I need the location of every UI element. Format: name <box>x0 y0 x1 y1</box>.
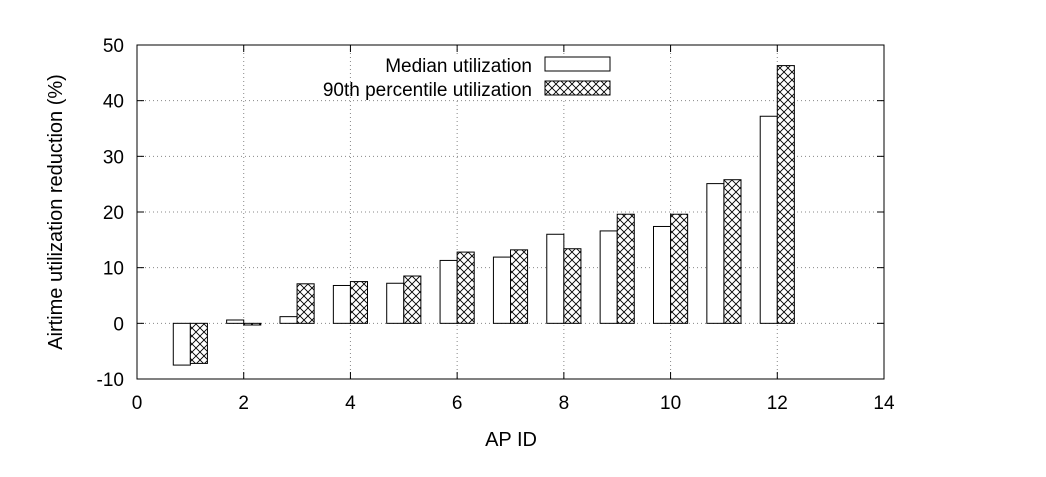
y-tick-label: -10 <box>97 370 124 391</box>
bar-median-ap-6 <box>439 259 458 324</box>
y-tick-label: 30 <box>103 147 124 168</box>
x-tick-label: 10 <box>660 393 681 414</box>
bar-median-ap-12 <box>759 115 778 324</box>
bar-90th-ap-12 <box>776 65 795 324</box>
bar-median-ap-5 <box>386 282 405 324</box>
tick-labels: 0 2 4 6 8 10 12 14 -10 0 10 20 30 40 50 <box>97 36 895 414</box>
legend-label-90th: 90th percentile utilization <box>323 80 532 101</box>
x-tick-label: 0 <box>132 393 143 414</box>
bar-90th-ap-2 <box>243 322 262 326</box>
x-tick-label: 14 <box>873 393 895 414</box>
x-tick-label: 2 <box>238 393 249 414</box>
bar-90th-ap-8 <box>563 248 582 324</box>
legend-swatch-90th <box>544 80 611 96</box>
bars <box>172 65 795 366</box>
y-axis-title: Airtime utilization reduction (%) <box>45 74 67 350</box>
bar-90th-ap-5 <box>403 275 422 324</box>
bar-90th-ap-9 <box>616 213 635 324</box>
legend: Median utilization 90th percentile utili… <box>323 55 611 101</box>
bar-90th-ap-3 <box>296 283 315 324</box>
y-tick-label: 20 <box>103 203 124 224</box>
legend-label-median: Median utilization <box>385 56 532 77</box>
bar-90th-ap-10 <box>670 213 689 324</box>
x-tick-label: 4 <box>345 393 356 414</box>
x-tick-label: 12 <box>767 393 788 414</box>
x-axis-title: AP ID <box>485 429 537 451</box>
bar-90th-ap-6 <box>456 251 475 324</box>
bar-median-ap-2 <box>226 319 245 324</box>
y-tick-label: 50 <box>103 36 124 57</box>
x-tick-label: 6 <box>452 393 463 414</box>
bar-median-ap-10 <box>652 225 672 324</box>
bar-median-ap-3 <box>279 316 298 324</box>
y-tick-label: 10 <box>103 259 124 280</box>
legend-swatch-median <box>544 56 611 72</box>
bar-90th-ap-1 <box>189 322 208 364</box>
x-tick-label: 8 <box>559 393 570 414</box>
y-tick-label: 0 <box>113 314 124 335</box>
axes <box>136 44 885 380</box>
bar-90th-ap-11 <box>723 179 742 324</box>
bar-90th-ap-4 <box>349 281 369 324</box>
y-tick-label: 40 <box>103 92 124 113</box>
bar-median-ap-11 <box>706 183 725 324</box>
bar-90th-ap-7 <box>510 249 529 324</box>
grid-lines <box>137 45 884 379</box>
bar-median-ap-7 <box>492 256 512 324</box>
bar-median-ap-1 <box>172 322 191 366</box>
bar-median-ap-8 <box>546 233 565 324</box>
bar-median-ap-9 <box>599 230 618 324</box>
bar-median-ap-4 <box>332 284 351 324</box>
